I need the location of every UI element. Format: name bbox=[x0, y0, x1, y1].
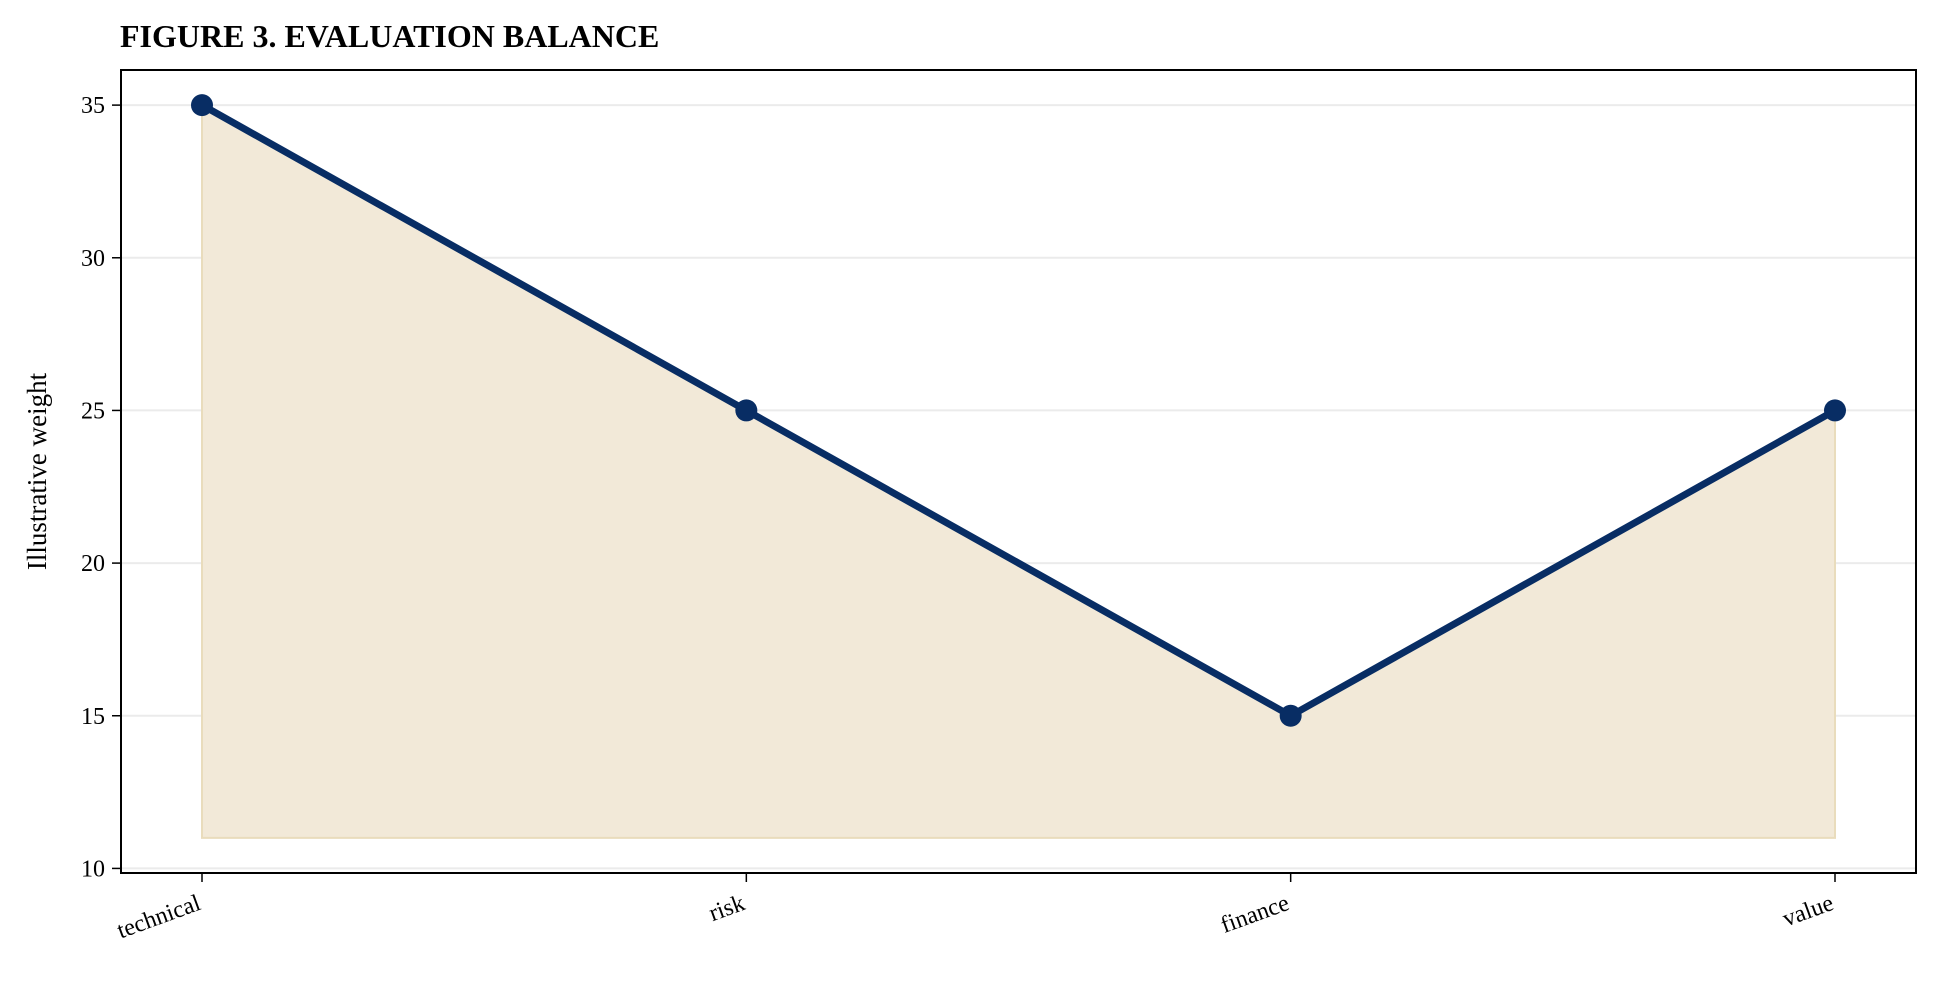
data-point bbox=[735, 399, 758, 422]
y-axis-label: Illustrative weight bbox=[22, 372, 52, 570]
chart-title: FIGURE 3. EVALUATION BALANCE bbox=[120, 18, 660, 54]
x-tick-label: finance bbox=[1217, 890, 1292, 939]
y-tick-label: 30 bbox=[81, 246, 105, 272]
area-fill bbox=[201, 103, 1836, 839]
series-line bbox=[200, 102, 1837, 720]
x-tick-label: technical bbox=[114, 890, 205, 944]
points-layer bbox=[191, 94, 1846, 727]
plot-frame bbox=[120, 69, 1917, 874]
x-tick-label: risk bbox=[706, 890, 749, 927]
y-tick-label: 15 bbox=[81, 704, 105, 730]
data-point bbox=[1824, 399, 1846, 422]
y-tick-label: 25 bbox=[81, 398, 105, 424]
x-axis: technical risk finance value bbox=[114, 873, 1837, 944]
y-axis: 10 15 20 25 30 35 bbox=[81, 93, 121, 882]
x-tick-label: value bbox=[1779, 890, 1837, 932]
y-tick-label: 20 bbox=[81, 551, 105, 577]
data-point bbox=[191, 94, 213, 117]
y-tick-label: 10 bbox=[81, 856, 105, 882]
y-tick-label: 35 bbox=[81, 93, 105, 119]
data-point bbox=[1279, 704, 1302, 727]
